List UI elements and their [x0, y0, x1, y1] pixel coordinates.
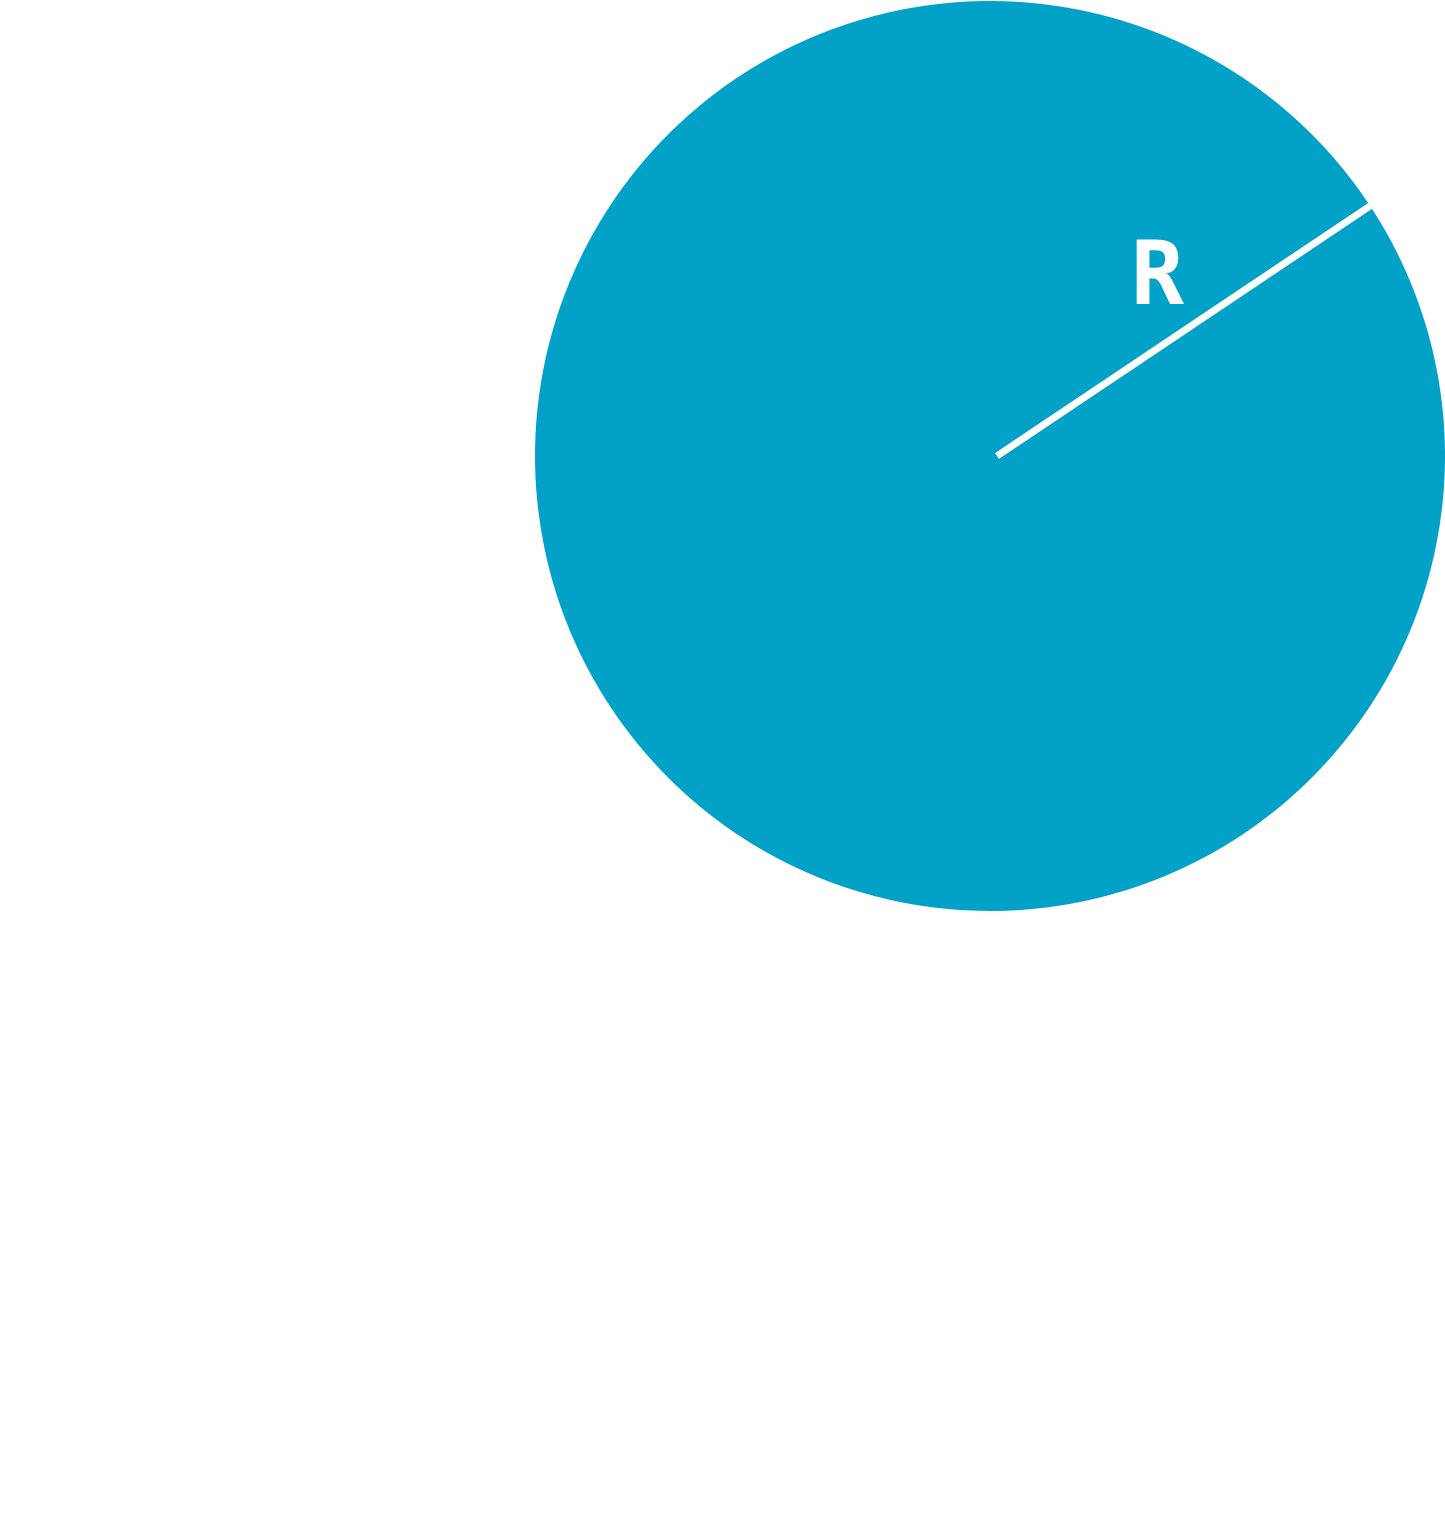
circle-shape	[535, 1, 1445, 911]
radius-label: R	[1131, 222, 1184, 325]
radius-line	[995, 203, 1372, 459]
